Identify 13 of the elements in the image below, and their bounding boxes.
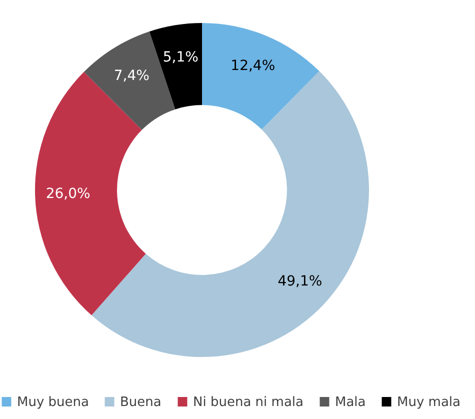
donut-slice (92, 71, 369, 357)
legend-label: Mala (335, 394, 366, 410)
legend-label: Muy mala (397, 394, 460, 410)
donut-slice (202, 23, 320, 130)
legend-label: Ni buena ni mala (193, 394, 304, 410)
data-label: 26,0% (46, 186, 90, 202)
data-label: 49,1% (278, 273, 322, 290)
data-label: 5,1% (162, 50, 198, 66)
legend-label: Muy buena (17, 394, 89, 410)
donut-slice (149, 23, 202, 110)
legend-label: Buena (120, 394, 162, 410)
data-label: 12,4% (230, 58, 276, 74)
data-label: 7,4% (114, 68, 150, 84)
